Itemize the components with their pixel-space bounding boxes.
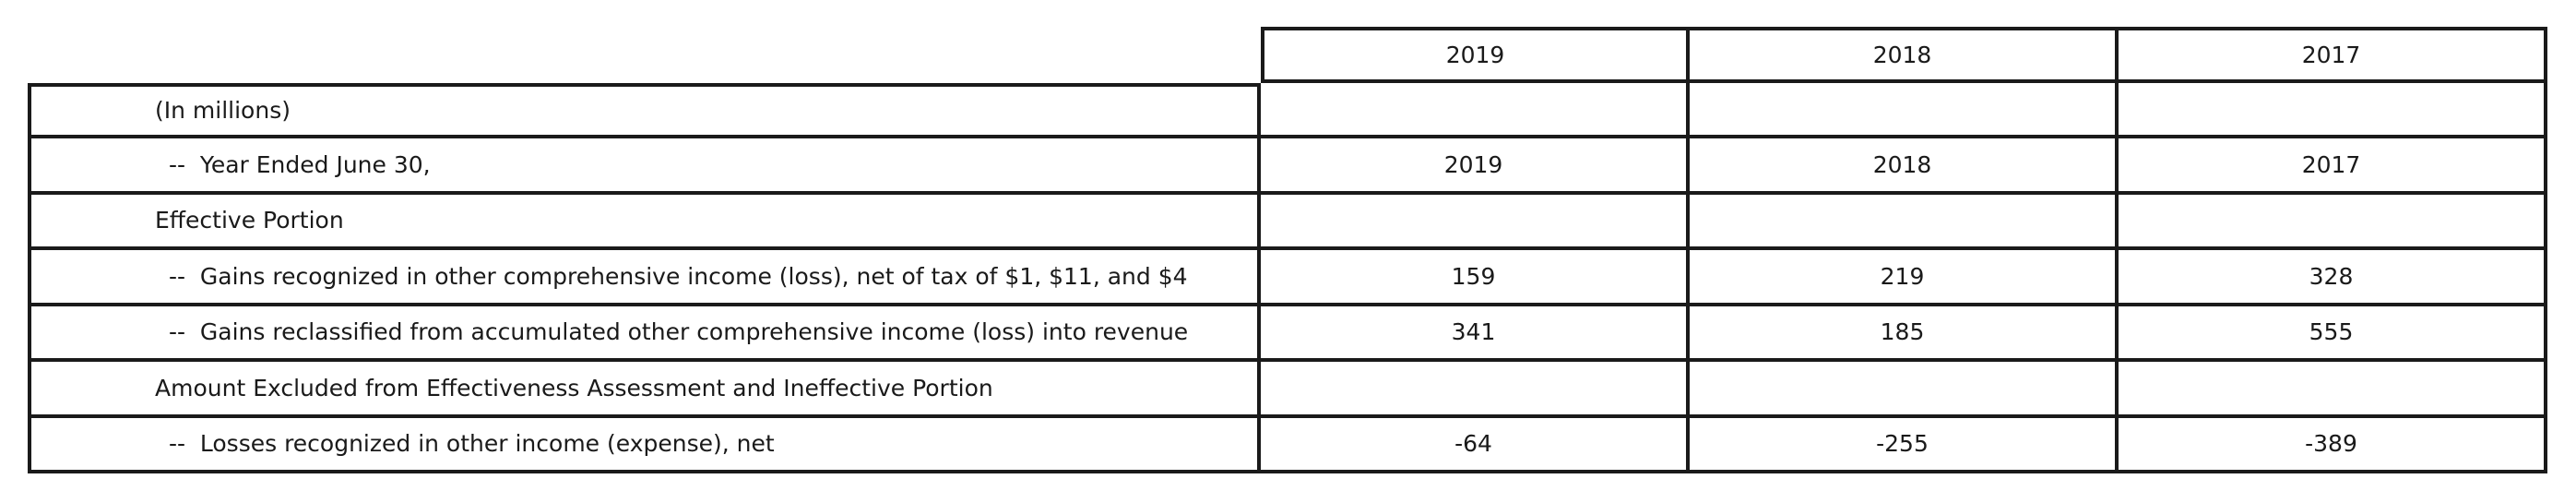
value-cell [1261, 362, 1690, 418]
row-label: -- Gains reclassified from accumulated o… [28, 305, 1261, 362]
value-cell: -255 [1690, 417, 2119, 473]
value-cell [1690, 362, 2119, 418]
value-cell: 159 [1261, 250, 1690, 306]
value-cell [1690, 82, 2119, 138]
value-cell: 555 [2119, 305, 2547, 362]
header-year-cell: 2019 [1261, 27, 1690, 83]
value-cell [2119, 362, 2547, 418]
row-label: (In millions) [28, 82, 1261, 138]
value-cell [2119, 194, 2547, 250]
value-cell [2119, 82, 2547, 138]
row-label: Amount Excluded from Effectiveness Asses… [28, 362, 1261, 418]
value-cell: -389 [2119, 417, 2547, 473]
value-cell: 219 [1690, 250, 2119, 306]
row-label: -- Year Ended June 30, [28, 138, 1261, 195]
hedging-table: 2019 2018 2017 (In millions) -- Year End… [28, 27, 2547, 473]
value-cell: 328 [2119, 250, 2547, 306]
value-cell [1690, 194, 2119, 250]
value-cell: 2018 [1690, 138, 2119, 195]
row-label: Effective Portion [28, 194, 1261, 250]
header-year-cell: 2018 [1690, 27, 2119, 83]
value-cell [1261, 82, 1690, 138]
header-year-cell: 2017 [2119, 27, 2547, 83]
value-cell: 341 [1261, 305, 1690, 362]
row-label: -- Gains recognized in other comprehensi… [28, 250, 1261, 306]
header-blank-cell [28, 27, 1261, 83]
value-cell [1261, 194, 1690, 250]
value-cell: 2017 [2119, 138, 2547, 195]
row-label: -- Losses recognized in other income (ex… [28, 417, 1261, 473]
value-cell: 185 [1690, 305, 2119, 362]
value-cell: 2019 [1261, 138, 1690, 195]
value-cell: -64 [1261, 417, 1690, 473]
